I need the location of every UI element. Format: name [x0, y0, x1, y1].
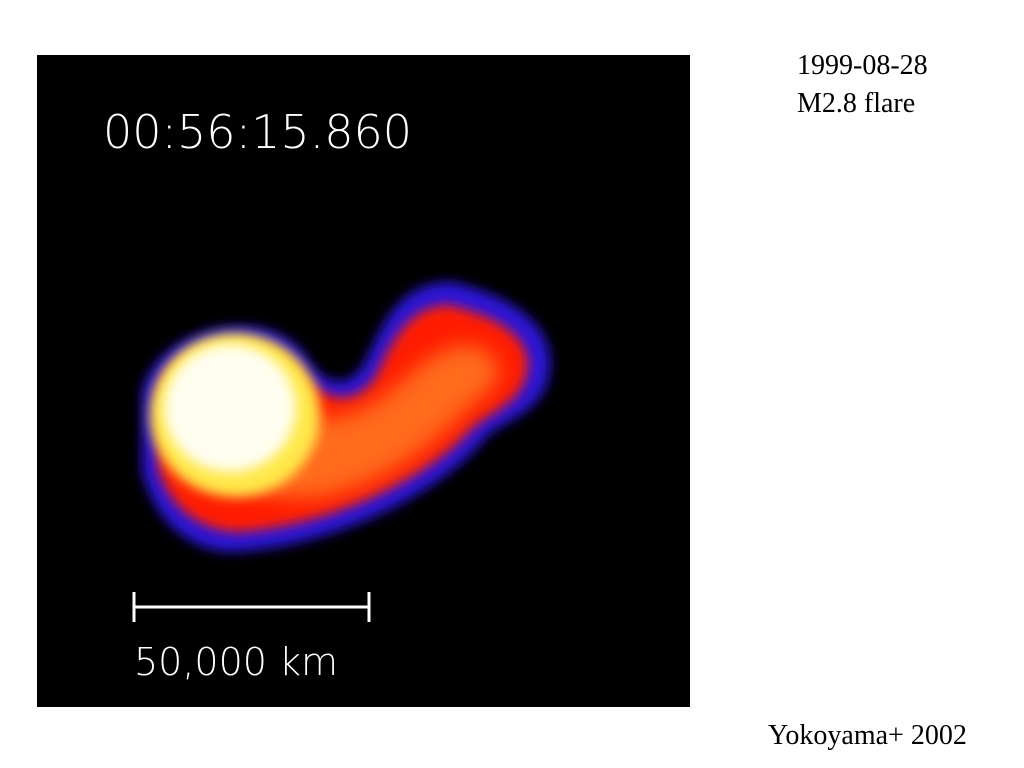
caption-event: M2.8 flare [797, 88, 915, 119]
timestamp: 00:56:15.860 [103, 105, 412, 159]
caption-date: 1999-08-28 [797, 50, 928, 81]
scale-bar [132, 592, 371, 622]
credit: Yokoyama+ 2002 [768, 720, 967, 751]
flare-image: 00:56:15.860 50,000 km [37, 55, 690, 707]
scale-label: 50,000 km [134, 640, 338, 684]
flare-core [164, 344, 296, 472]
